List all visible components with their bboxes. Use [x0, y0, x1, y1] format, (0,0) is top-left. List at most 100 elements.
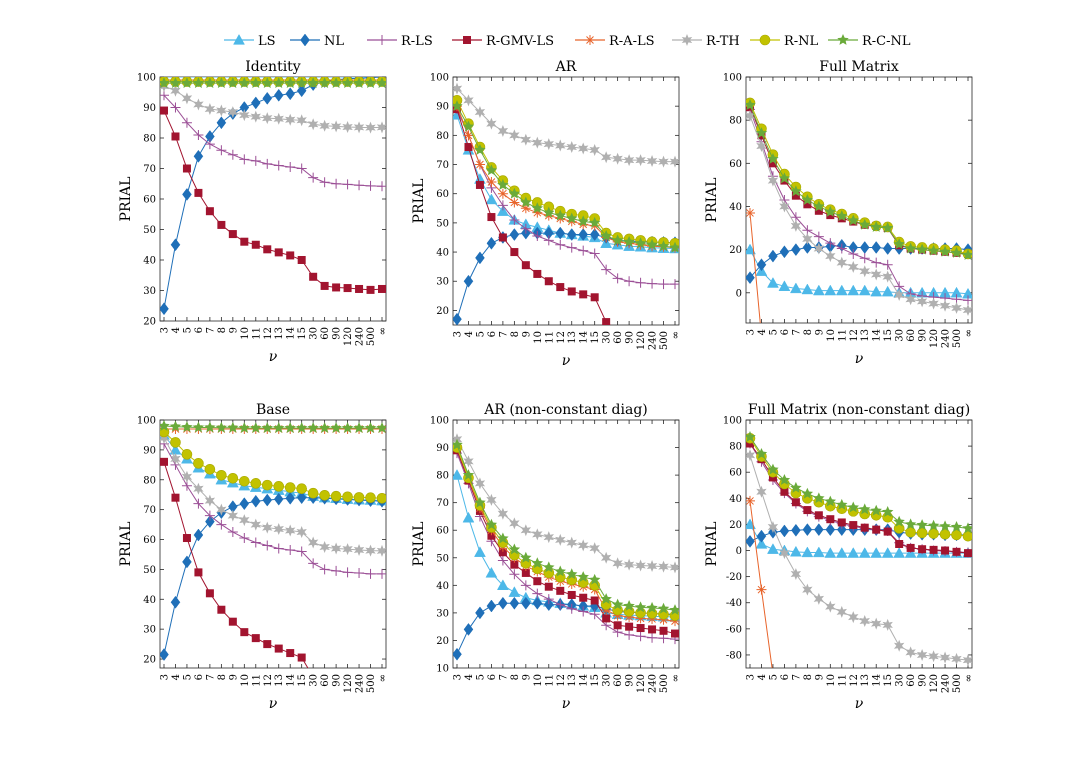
data-point [475, 606, 485, 620]
data-point [239, 475, 250, 487]
series-r-ls [160, 90, 386, 192]
data-point [216, 503, 227, 516]
data-point [285, 161, 296, 172]
x-tick-label: 240 [941, 329, 952, 348]
data-point [169, 420, 182, 432]
data-point [825, 523, 836, 537]
data-point [600, 230, 612, 241]
data-point [307, 422, 319, 433]
y-tick-label: -20 [726, 572, 742, 583]
data-point [543, 235, 554, 246]
data-point [250, 494, 261, 508]
data-point [285, 524, 296, 537]
data-point [193, 98, 204, 111]
x-tick-label: 11 [251, 674, 262, 687]
data-point [962, 249, 972, 260]
y-tick-label: 50 [436, 218, 449, 229]
data-point [601, 264, 612, 275]
x-tick-label: 3 [453, 674, 464, 680]
data-point [939, 245, 951, 257]
x-tick-label: 11 [837, 674, 848, 687]
x-tick-label: 90 [918, 329, 929, 342]
data-point [319, 177, 330, 188]
y-tick-label: -60 [726, 624, 742, 635]
data-point [657, 240, 670, 252]
legend-marker [837, 34, 849, 45]
data-point [927, 519, 940, 531]
x-tick-label: 60 [906, 674, 917, 687]
data-point [600, 151, 612, 164]
data-point [567, 590, 576, 599]
x-tick-label: 10 [533, 674, 544, 687]
data-point [779, 547, 790, 560]
data-point [555, 213, 566, 224]
y-tick-label: 100 [137, 416, 156, 427]
x-tick-label: 30 [602, 331, 613, 344]
data-point [859, 265, 870, 278]
data-point [365, 568, 376, 579]
y-tick-label: 80 [143, 475, 156, 486]
x-tick-label: 4 [757, 674, 768, 680]
x-tick-label: 30 [602, 674, 613, 687]
x-tick-label: 240 [355, 674, 366, 693]
data-point [227, 472, 239, 484]
x-tick-label: 10 [826, 329, 837, 342]
data-point [927, 244, 940, 256]
data-point [658, 633, 669, 644]
data-point [951, 529, 962, 541]
y-tick-label: 90 [436, 102, 449, 113]
data-point [250, 537, 261, 548]
data-point [453, 433, 463, 446]
data-point [555, 139, 566, 152]
data-point [239, 109, 250, 122]
data-point [285, 544, 296, 555]
data-point [353, 543, 365, 556]
data-point [296, 163, 307, 174]
data-point [939, 651, 951, 664]
data-point [332, 283, 341, 292]
data-point [658, 155, 669, 168]
x-tick-label: 9 [228, 674, 239, 680]
data-point [669, 561, 679, 574]
data-point [847, 547, 860, 558]
data-point [555, 533, 566, 546]
data-point [825, 600, 836, 613]
data-point [906, 543, 915, 552]
data-point [250, 422, 262, 433]
data-point [578, 606, 589, 617]
data-point [474, 477, 486, 490]
data-point [181, 449, 193, 460]
data-point [509, 569, 520, 580]
data-point [635, 613, 646, 624]
x-tick-label: ∞ [671, 674, 682, 682]
data-point [331, 565, 342, 576]
x-tick-label: ∞ [964, 329, 975, 337]
data-point [531, 557, 544, 569]
x-tick-label: 500 [659, 674, 670, 693]
data-point [790, 568, 802, 581]
data-point [623, 235, 635, 247]
data-point [453, 438, 463, 450]
x-tick-label: 15 [590, 674, 601, 687]
data-point [835, 284, 848, 296]
data-point [193, 482, 204, 495]
data-point [309, 272, 318, 281]
data-point [962, 530, 972, 542]
y-tick-label: 40 [436, 248, 449, 259]
data-point [746, 449, 756, 462]
y-tick-label: 40 [436, 581, 449, 592]
data-point [262, 91, 273, 105]
data-point [521, 261, 530, 270]
data-point [487, 531, 496, 540]
x-tick-label: 7 [498, 674, 509, 680]
y-tick-label: 20 [143, 317, 156, 328]
x-tick-label: 5 [475, 331, 486, 337]
data-point [508, 586, 521, 597]
data-point [778, 474, 791, 485]
data-point [160, 457, 168, 466]
y-tick-label: 20 [436, 636, 449, 647]
data-point [780, 487, 789, 496]
data-point [555, 599, 566, 610]
x-tick-label: 10 [826, 674, 837, 687]
x-tick-label: 13 [274, 674, 285, 687]
